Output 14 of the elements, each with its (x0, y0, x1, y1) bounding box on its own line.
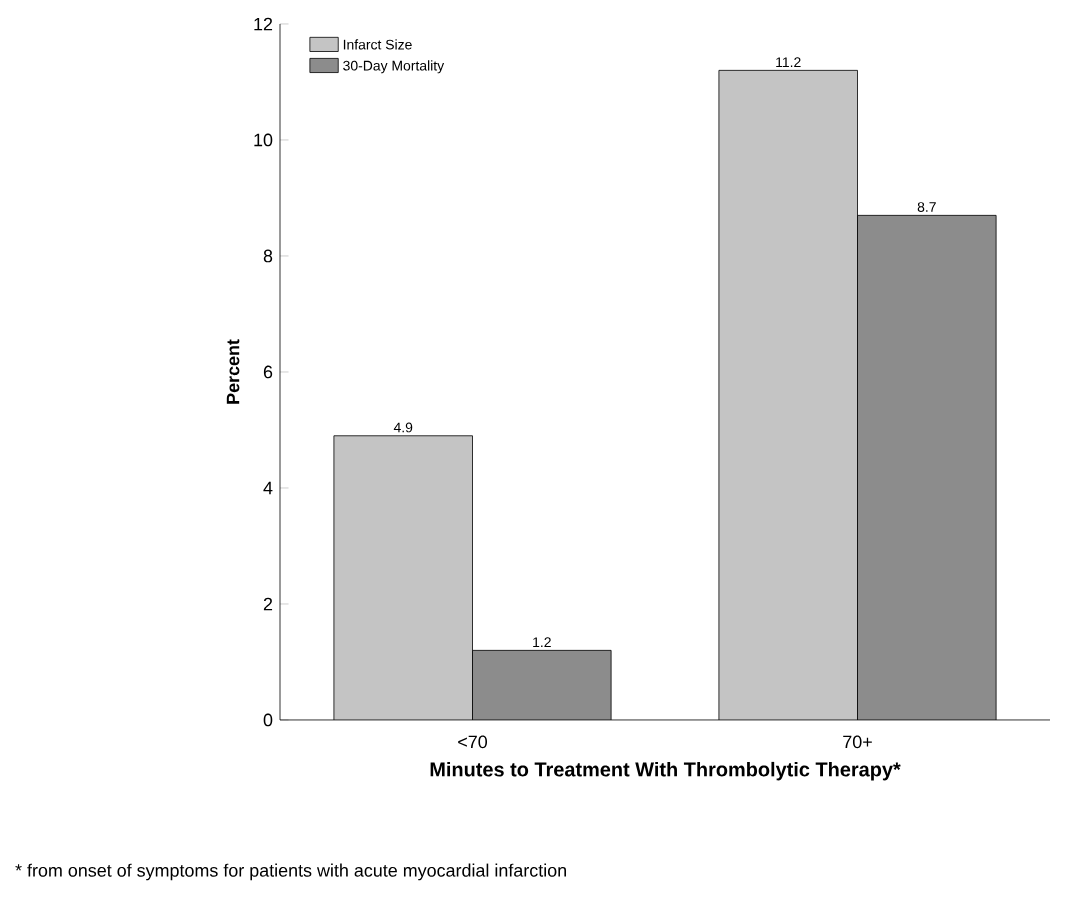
y-tick-label: 0 (263, 713, 273, 727)
bar (333, 435, 473, 720)
text: * from onset of symptoms for patients with acute myocardial infarction (15, 863, 566, 881)
y-tick-label: 8 (263, 249, 273, 263)
x-tick-label: <70 (458, 735, 488, 749)
y-axis-title: Percent (226, 339, 240, 404)
y-tick-label: 12 (254, 17, 273, 31)
x-axis-title: Minutes to Treatment With Thrombolytic Therapy* (430, 761, 901, 781)
bar (718, 69, 858, 720)
y-tick-label: 10 (254, 133, 273, 147)
y-tick-label: 6 (263, 365, 273, 379)
y-tick-label: 2 (263, 597, 273, 611)
x-tick-label: 70+ (843, 735, 872, 749)
y-tick-label: 4 (263, 481, 273, 495)
